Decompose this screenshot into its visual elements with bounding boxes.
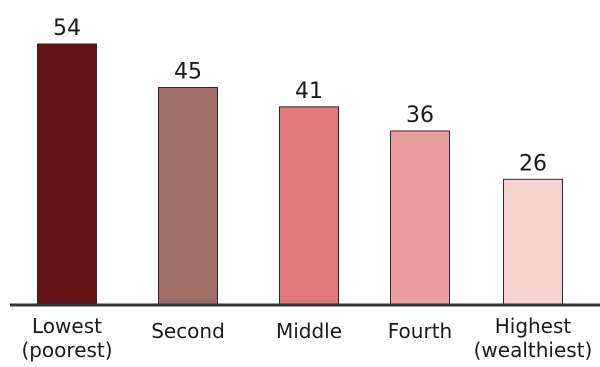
bars-group: [37, 43, 563, 306]
value-label-1: 54: [53, 16, 81, 41]
category-label-line: Middle: [276, 319, 342, 343]
category-label-line: Fourth: [388, 319, 452, 343]
bar-3: [279, 106, 339, 306]
value-label-4: 36: [406, 103, 434, 128]
value-label-3: 41: [295, 79, 323, 104]
value-label-2: 45: [174, 60, 202, 85]
category-label-5: Highest (wealthiest): [474, 314, 593, 362]
category-label-1: Lowest (poorest): [21, 314, 112, 362]
value-labels-group: 54 45 41 36 26: [53, 16, 547, 176]
category-label-2: Second: [151, 319, 225, 343]
category-label-line: (wealthiest): [474, 338, 593, 362]
bar-1: [37, 43, 97, 306]
category-labels-group: Lowest (poorest) Second Middle Fourth Highest…: [21, 314, 592, 362]
value-label-5: 26: [519, 151, 547, 176]
bar-4: [390, 130, 450, 306]
category-label-line: Lowest: [32, 314, 102, 338]
category-label-4: Fourth: [388, 319, 452, 343]
bar-2: [158, 87, 218, 306]
category-label-3: Middle: [276, 319, 342, 343]
category-label-line: Highest: [495, 314, 572, 338]
category-label-line: (poorest): [21, 338, 112, 362]
category-label-line: Second: [151, 319, 225, 343]
bar-5: [503, 178, 563, 306]
